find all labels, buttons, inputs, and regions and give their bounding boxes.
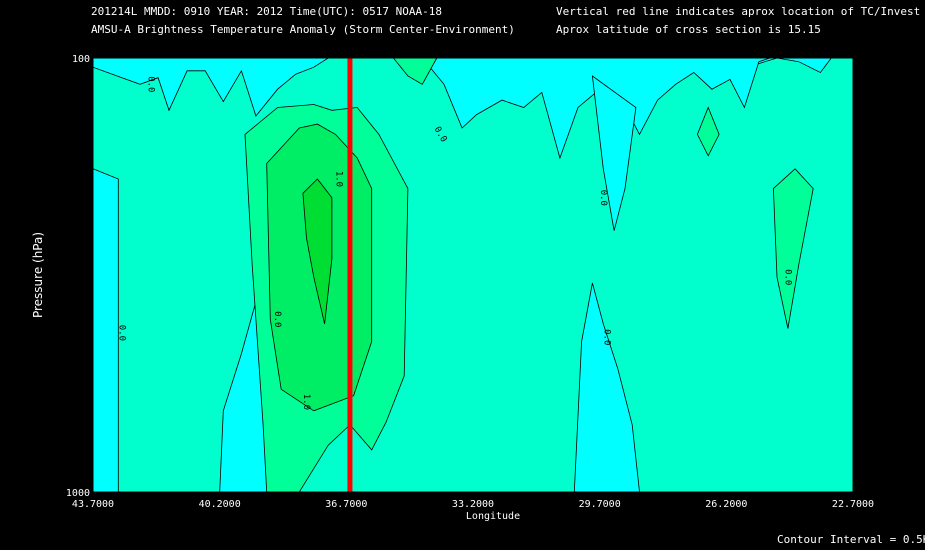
x-tick-label: 43.7000: [72, 499, 114, 510]
contour-region-cyan-right-column: [573, 282, 640, 493]
x-tick-label: 26.2000: [705, 499, 747, 510]
contour-label: 0.0: [272, 311, 282, 327]
plot-frame: [92, 57, 854, 493]
x-tick-label: 29.7000: [579, 499, 621, 510]
contour-regions: [92, 57, 833, 493]
header-note1: Vertical red line indicates aprox locati…: [556, 5, 921, 18]
x-tick-label: 33.2000: [452, 499, 494, 510]
x-tick-label: 22.7000: [832, 499, 874, 510]
contour-label: 0.0: [601, 329, 611, 345]
contour-label: 0.0: [598, 190, 608, 206]
contour-region-level05-right-lens: [772, 168, 814, 329]
contour-region-cyan-right-tongue: [591, 75, 637, 231]
contour-label: 0.0: [145, 76, 155, 92]
header-line1: 201214L MMDD: 0910 YEAR: 2012 Time(UTC):…: [91, 5, 442, 18]
contour-label: 0.0: [782, 269, 792, 285]
axis-ticks: 43.7000 40.2000 36.7000 33.2000 29.7000 26.20…: [66, 54, 874, 510]
contour-label: 0.0: [116, 325, 126, 341]
x-tick-label: 36.7000: [325, 499, 367, 510]
y-tick-label: 100: [72, 54, 90, 65]
plot-background: [93, 58, 853, 492]
contour-region-level05-right-diamond: [696, 106, 720, 157]
contour-region-level15-core: [302, 178, 333, 324]
contour-region-cyan-left-edge: [92, 168, 119, 493]
contour-interval-label: Contour Interval = 0.5K: [777, 533, 925, 546]
x-axis-label: Longitude: [466, 511, 520, 522]
header-line2: AMSU-A Brightness Temperature Anomaly (S…: [91, 23, 515, 36]
header-note2: Aprox latitude of cross section is 15.15: [556, 23, 821, 36]
contour-label: 1.0: [301, 394, 311, 410]
y-axis-label: Pressure (hPa): [31, 232, 45, 318]
x-tick-label: 40.2000: [199, 499, 241, 510]
y-tick-label: 1000: [66, 488, 90, 499]
contour-label: 1.0: [334, 171, 344, 187]
